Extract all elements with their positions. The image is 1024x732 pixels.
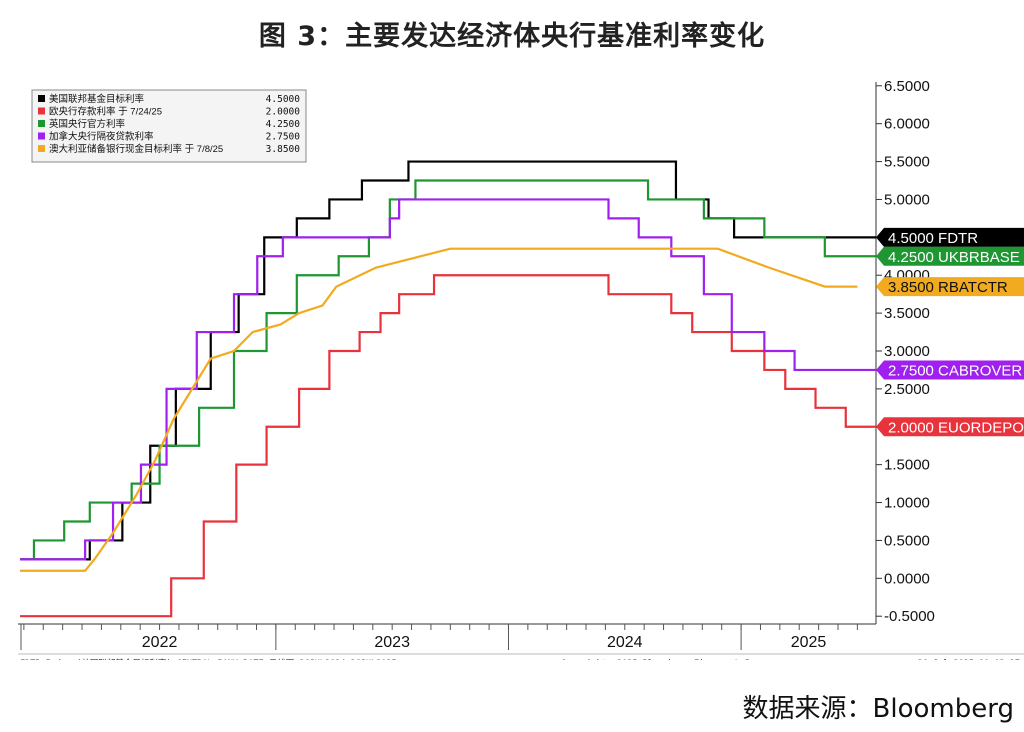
value-tag-label: 2.0000 EUORDEPO (888, 419, 1024, 436)
y-tick-label: 0.5000 (884, 532, 930, 549)
value-tag-label: 3.8500 RBATCTR (888, 279, 1008, 296)
value-tag: 4.2500 UKBRBASE (876, 246, 1024, 266)
y-tick-label: 3.5000 (884, 305, 930, 322)
y-tick-label: -0.5000 (884, 608, 935, 625)
y-tick-label: 2.5000 (884, 381, 930, 398)
x-year-label: 2024 (607, 634, 643, 651)
legend-label: 英国央行官方利率 (49, 118, 126, 130)
data-source: 数据来源：Bloomberg (742, 694, 1014, 724)
value-tag-bg (876, 277, 1024, 297)
legend-box (31, 89, 307, 163)
legend-swatch (38, 132, 45, 140)
legend-label: 加拿大央行隔夜贷款利率 (49, 131, 154, 143)
series-line-1 (20, 274, 876, 618)
value-tag: 2.0000 EUORDEPO (876, 417, 1024, 437)
legend-value: 4.5000 (266, 94, 301, 105)
page-title: 图 3：主要发达经济体央行基准利率变化 (258, 21, 766, 52)
x-year-label: 2023 (374, 634, 410, 651)
legend-label: 欧央行存款利率 于 7/24/25 (49, 106, 162, 118)
value-tag: 4.5000 FDTR (876, 227, 1024, 247)
series-line-3 (20, 198, 876, 561)
legend-swatch (38, 95, 45, 102)
value-tag-bg (876, 417, 1024, 437)
y-tick-label: 6.0000 (884, 116, 930, 133)
series-line-2 (20, 179, 876, 561)
series-group (20, 160, 876, 618)
value-tag-bg (876, 227, 1024, 247)
legend-value: 2.0000 (266, 107, 301, 118)
footer-center: Copyright© 2025 Bloomberg Finance L.P. (561, 659, 755, 660)
chart-svg: -0.5000 0.0000 0.5000 1.0000 1.5000 2.0000 2.5… (18, 78, 1024, 669)
legend-swatch (38, 145, 45, 152)
legend-swatch (38, 107, 45, 115)
value-tag-bg (876, 246, 1024, 266)
y-tick-label: 1.0000 (884, 495, 930, 512)
legend-label: 美国联邦基金目标利率 (49, 93, 145, 105)
x-year-label: 2022 (142, 634, 178, 651)
footer-right: 26-Jul-2025 10:03:27 (918, 659, 1020, 660)
value-tag: 3.8500 RBATCTR (876, 277, 1024, 297)
y-tick-label: 6.5000 (884, 80, 930, 95)
y-tick-label: 3.0000 (884, 343, 930, 360)
legend-value: 4.2500 (266, 119, 301, 130)
legend-label: 澳大利亚储备银行现金目标利率 于 7/8/25 (49, 143, 223, 155)
rate-chart: -0.5000 0.0000 0.5000 1.0000 1.5000 2.0000 2.5… (18, 78, 1024, 669)
value-tag-label: 4.5000 FDTR (888, 230, 978, 247)
legend-value: 3.8500 (266, 144, 301, 155)
y-tick-label: 0.0000 (884, 570, 930, 587)
y-tick-label: 1.5000 (884, 457, 930, 474)
footer-left: FDTR Index (美国联邦基金目标利率) CENTRAL BANK RAT… (20, 658, 397, 660)
value-tag-bg (876, 360, 1024, 380)
y-tick-label: 5.5000 (884, 154, 930, 171)
legend-value: 2.7500 (266, 132, 301, 143)
x-year-label: 2025 (791, 634, 827, 651)
value-tag-label: 4.2500 UKBRBASE (888, 249, 1020, 266)
y-tick-label: 5.0000 (884, 191, 930, 208)
series-line-4 (20, 247, 858, 572)
legend-swatch (38, 120, 45, 127)
legend: 美国联邦基金目标利率 4.5000 欧央行存款利率 于 7/24/25 2.0000 英… (31, 89, 307, 163)
value-tag: 2.7500 CABROVER (876, 360, 1024, 380)
value-tag-label: 2.7500 CABROVER (888, 362, 1022, 379)
